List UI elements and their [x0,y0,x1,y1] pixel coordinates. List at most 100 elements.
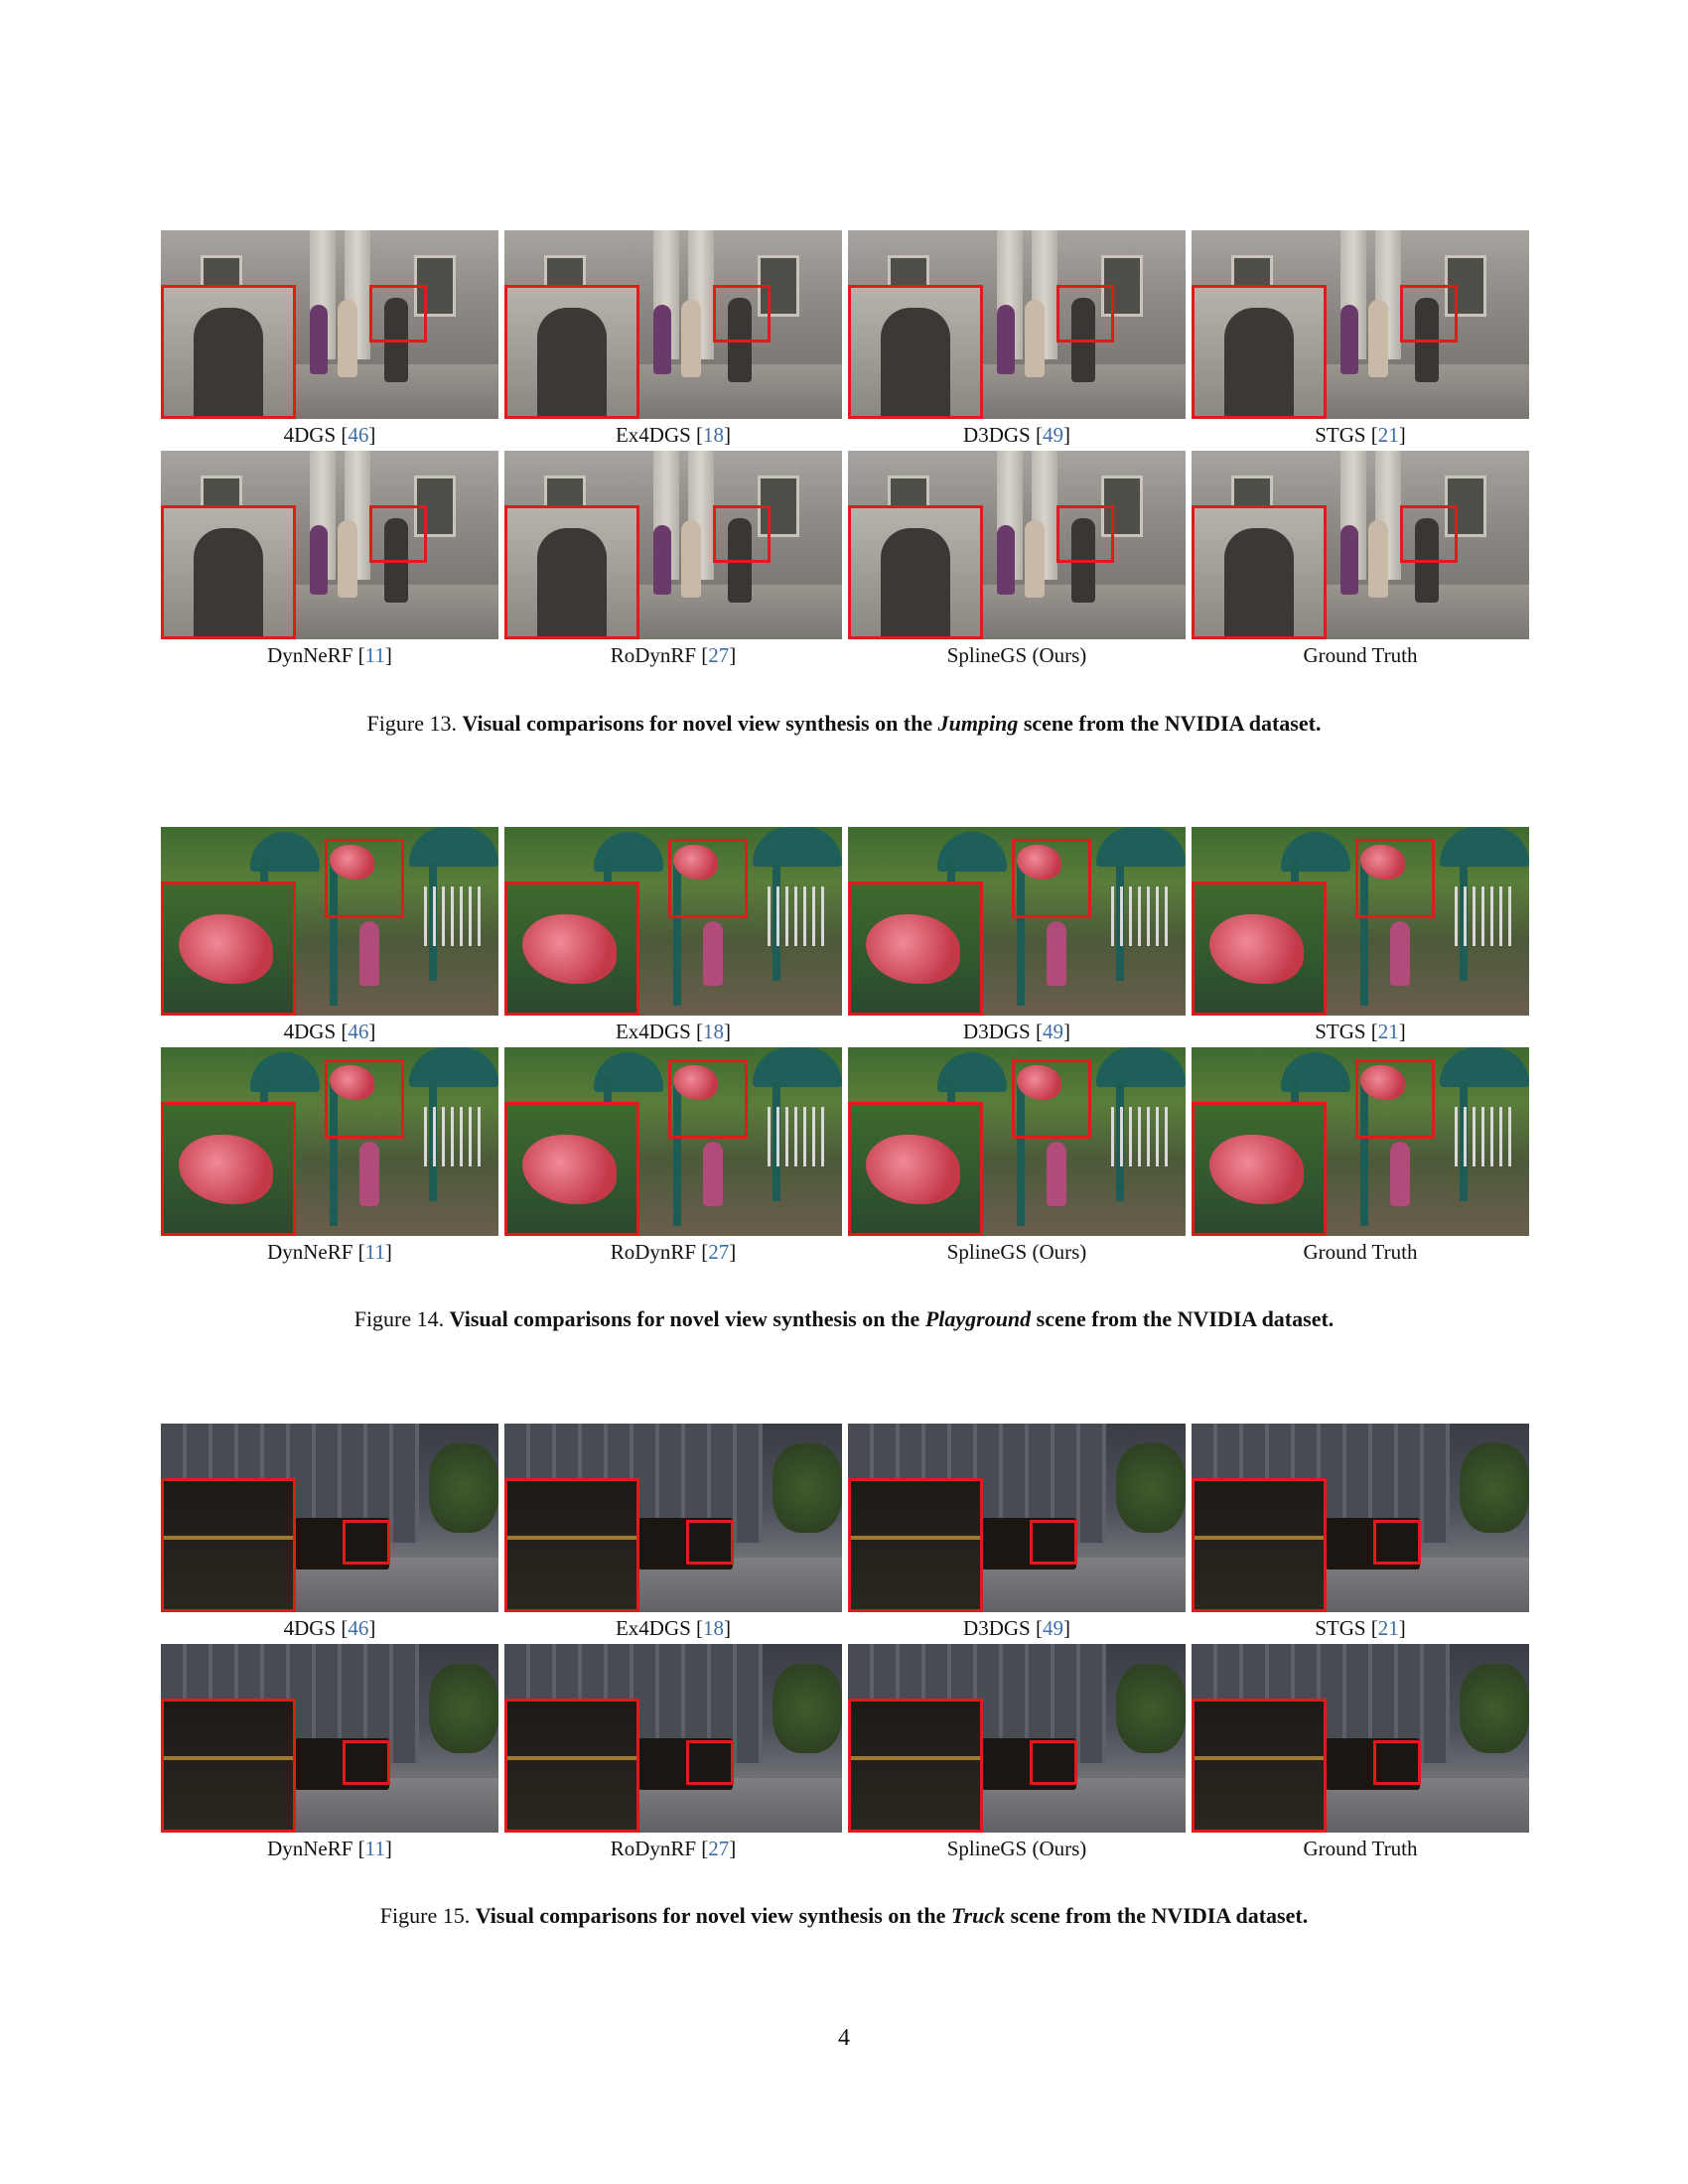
zoom-inset [504,1478,639,1612]
method-name: STGS [1315,1020,1366,1043]
zoom-inset [1192,882,1327,1016]
method-name: Ex4DGS [615,423,691,447]
citation-link[interactable]: 18 [703,1020,725,1043]
method-name: D3DGS [963,1020,1031,1043]
playground-post [1017,857,1025,1006]
zoom-inset [1192,1102,1327,1236]
rendered-image [161,451,498,639]
citation-link[interactable]: 11 [364,643,385,667]
rendered-image [1192,1047,1529,1236]
rendered-image [504,1047,842,1236]
method-name: RoDynRF [610,1837,697,1860]
figure-grid: 4DGS [46] Ex4DGS [18] D3DGS [49] STGS [21] D… [161,1424,1529,1864]
method-label: DynNeRF [11] [267,1837,392,1860]
method-label: 4DGS [46] [283,423,376,447]
zoom-inset [848,285,983,419]
figure-grid: 4DGS [46] Ex4DGS [18] D3DGS [49] STGS [21] D… [161,827,1529,1268]
stair-railing [768,1107,827,1166]
building-window [414,255,456,317]
dinosaur-balloon [1360,1065,1405,1100]
citation-link[interactable]: 46 [348,423,369,447]
inset-truck-stripe [1195,1536,1324,1540]
citation-link[interactable]: 46 [348,1616,369,1640]
inset-dinosaur-balloon [866,914,960,984]
dinosaur-balloon [330,845,374,880]
zoom-box [1400,505,1458,563]
method-label: 4DGS [46] [283,1616,376,1640]
method-name: RoDynRF [610,1240,697,1264]
playground-post [673,857,681,1006]
comparison-panel: RoDynRF [27] [504,1047,842,1268]
inset-person [537,528,607,636]
figure-grid: 4DGS [46] Ex4DGS [18] D3DGS [49] STGS [21] D… [161,230,1529,671]
citation-link[interactable]: 11 [364,1240,385,1264]
method-name: STGS [1315,423,1366,447]
rendered-image [848,1424,1186,1612]
citation-link[interactable]: 18 [703,1616,725,1640]
delivery-truck [295,1518,389,1570]
zoom-inset [504,285,639,419]
citation-link[interactable]: 11 [364,1837,385,1860]
inset-truck-stripe [1195,1756,1324,1760]
method-label: DynNeRF [11] [267,1240,392,1264]
method-label: D3DGS [49] [963,1020,1070,1043]
playground-post [673,1077,681,1226]
stair-railing [1111,1107,1171,1166]
comparison-panel: D3DGS [49] [848,230,1186,451]
stair-railing [424,1107,484,1166]
rendered-image [504,827,842,1016]
method-name: SplineGS (Ours) [946,1240,1087,1264]
person [1047,921,1066,986]
playground-roof [1440,1047,1529,1087]
method-name: 4DGS [283,1616,337,1640]
playground-post [1360,1077,1368,1226]
citation-link[interactable]: 49 [1042,1020,1063,1043]
rendered-image [848,230,1186,419]
zoom-box [713,285,771,342]
person [653,305,671,374]
caption-text: scene from the NVIDIA dataset. [1010,1903,1309,1928]
zoom-box [1030,1520,1077,1565]
zoom-box [343,1520,390,1565]
zoom-box [1355,839,1435,918]
comparison-panel: D3DGS [49] [848,827,1186,1047]
method-label: SplineGS (Ours) [947,1833,1087,1864]
tree [773,1664,842,1753]
comparison-panel: Ground Truth [1192,451,1529,671]
person [1368,520,1388,598]
method-name: Ex4DGS [615,1020,691,1043]
zoom-inset [161,1699,296,1833]
citation-link[interactable]: 49 [1042,1616,1063,1640]
rendered-image [1192,230,1529,419]
inset-person [194,308,263,416]
inset-dinosaur-balloon [866,1135,960,1204]
citation-link[interactable]: 21 [1377,1616,1399,1640]
citation-link[interactable]: 49 [1042,423,1063,447]
rendered-image [504,230,842,419]
rendered-image [1192,451,1529,639]
citation-link[interactable]: 21 [1377,423,1399,447]
playground-roof [753,827,842,867]
tree [1460,1443,1529,1533]
zoom-inset [504,505,639,639]
method-name: STGS [1315,1616,1366,1640]
comparison-panel: DynNeRF [11] [161,451,498,671]
citation-link[interactable]: 27 [708,643,730,667]
rendered-image [848,1047,1186,1236]
stair-railing [768,887,827,946]
inset-truck-stripe [164,1756,293,1760]
citation-link[interactable]: 46 [348,1020,369,1043]
rendered-image [1192,827,1529,1016]
dinosaur-balloon [330,1065,374,1100]
caption-number: Figure 13. [366,711,457,736]
citation-link[interactable]: 18 [703,423,725,447]
person [997,525,1015,595]
method-name: DynNeRF [267,643,353,667]
citation-link[interactable]: 27 [708,1837,730,1860]
citation-link[interactable]: 27 [708,1240,730,1264]
citation-link[interactable]: 21 [1377,1020,1399,1043]
rendered-image [161,827,498,1016]
person [338,520,357,598]
inset-dinosaur-balloon [1209,914,1304,984]
method-name: Ground Truth [1303,1240,1418,1264]
